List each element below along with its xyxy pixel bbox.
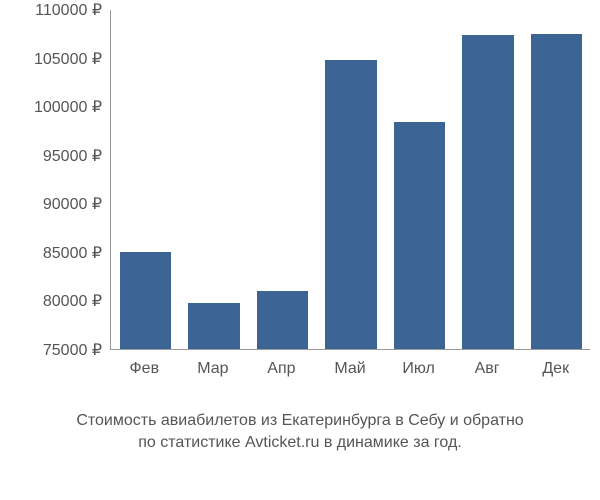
y-tick-label: 100000 ₽ [34,97,102,117]
x-tick-label: Мар [197,360,228,378]
y-tick-label: 90000 ₽ [43,194,102,214]
chart-caption: Стоимость авиабилетов из Екатеринбурга в… [0,410,600,455]
bar [188,303,239,349]
x-tick-label: Дек [542,360,569,378]
bar [257,291,308,349]
y-tick-label: 95000 ₽ [43,146,102,166]
caption-line1: Стоимость авиабилетов из Екатеринбурга в… [76,412,523,429]
y-tick-label: 85000 ₽ [43,243,102,263]
y-tick-label: 75000 ₽ [43,340,102,360]
y-tick-label: 110000 ₽ [35,0,102,20]
x-tick-label: Авг [475,360,500,378]
bar [394,122,445,349]
bar [531,34,582,349]
caption-line2: по статистике Avticket.ru в динамике за … [138,434,462,451]
chart-container: 75000 ₽ 80000 ₽ 85000 ₽ 90000 ₽ 95000 ₽ 10000… [0,10,600,390]
bar [325,60,376,349]
x-tick-label: Фев [130,360,160,378]
x-tick-label: Июл [402,360,434,378]
x-axis: Фев Мар Апр Май Июл Авг Дек [110,355,590,385]
bar [462,35,513,349]
y-tick-label: 80000 ₽ [43,291,102,311]
y-tick-label: 105000 ₽ [34,49,102,69]
x-tick-label: Апр [267,360,295,378]
y-axis: 75000 ₽80000 ₽85000 ₽90000 ₽95000 ₽10000… [0,10,110,350]
bar [120,252,171,349]
x-tick-label: Май [334,360,365,378]
plot-area [110,10,590,350]
